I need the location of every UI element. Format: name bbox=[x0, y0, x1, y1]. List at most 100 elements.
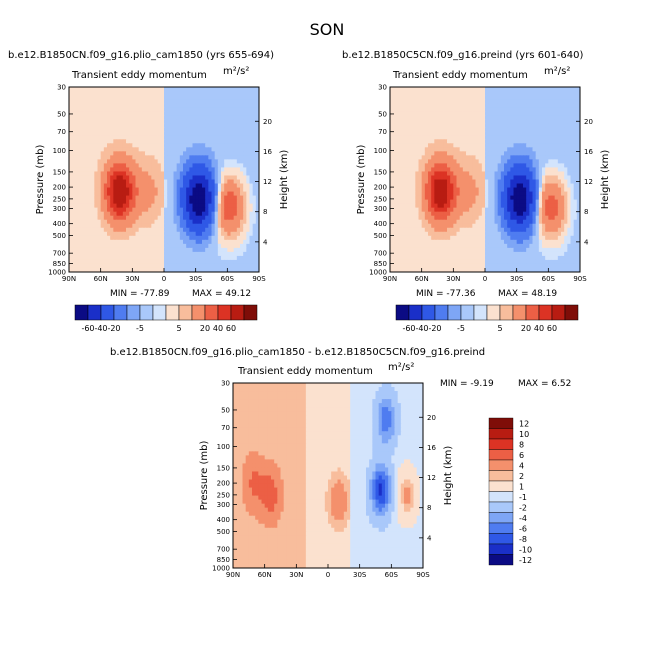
field-cell bbox=[523, 211, 527, 217]
field-cell bbox=[545, 135, 549, 140]
field-cell bbox=[434, 103, 439, 108]
field-cell bbox=[462, 167, 467, 173]
field-cell bbox=[542, 171, 546, 177]
field-cell bbox=[412, 191, 416, 197]
field-cell bbox=[110, 135, 114, 140]
field-cell bbox=[135, 227, 140, 233]
field-cell bbox=[542, 119, 546, 124]
field-cell bbox=[447, 155, 451, 160]
field-cell bbox=[526, 127, 530, 132]
field-cell bbox=[557, 171, 562, 177]
field-cell bbox=[202, 179, 206, 185]
field-cell bbox=[119, 111, 124, 116]
field-cell bbox=[443, 223, 448, 229]
field-cell bbox=[183, 123, 187, 128]
field-cell bbox=[456, 115, 461, 120]
field-cell bbox=[456, 227, 461, 233]
field-cell bbox=[415, 195, 420, 201]
field-cell bbox=[103, 91, 108, 96]
field-cell bbox=[249, 155, 254, 160]
field-cell bbox=[415, 223, 420, 229]
field-cell bbox=[462, 91, 467, 96]
field-cell bbox=[529, 119, 534, 124]
field-cell bbox=[243, 167, 247, 173]
field-cell bbox=[573, 207, 578, 213]
field-cell bbox=[415, 135, 420, 140]
field-cell bbox=[456, 175, 461, 181]
field-cell bbox=[456, 151, 461, 156]
field-cell bbox=[412, 103, 416, 108]
field-cell bbox=[516, 139, 521, 144]
field-cell bbox=[132, 195, 137, 201]
field-cell bbox=[236, 175, 241, 181]
field-cell bbox=[519, 115, 524, 120]
field-cell bbox=[485, 99, 489, 104]
field-cell bbox=[443, 91, 448, 96]
field-cell bbox=[243, 147, 247, 152]
field-cell bbox=[192, 259, 197, 265]
field-cell bbox=[523, 147, 527, 152]
field-cell bbox=[519, 95, 524, 100]
field-cell bbox=[138, 163, 143, 169]
field-cell bbox=[186, 183, 190, 189]
field-cell bbox=[173, 215, 178, 221]
field-cell bbox=[459, 103, 464, 108]
field-cell bbox=[107, 163, 111, 169]
field-cell bbox=[240, 199, 244, 205]
field-cell bbox=[478, 179, 483, 185]
field-cell bbox=[72, 255, 76, 261]
field-cell bbox=[475, 139, 480, 144]
field-cell bbox=[157, 171, 162, 177]
field-cell bbox=[88, 143, 92, 148]
field-cell bbox=[189, 187, 194, 193]
field-cell bbox=[240, 127, 244, 132]
field-cell bbox=[189, 115, 194, 120]
field-cell bbox=[255, 163, 259, 169]
field-cell bbox=[164, 187, 168, 193]
field-cell bbox=[475, 207, 480, 213]
field-cell bbox=[116, 235, 121, 241]
field-cell bbox=[418, 99, 423, 104]
field-cell bbox=[202, 195, 206, 201]
field-cell bbox=[469, 95, 473, 100]
field-cell bbox=[510, 219, 515, 225]
field-cell bbox=[456, 139, 461, 144]
field-cell bbox=[561, 227, 565, 233]
field-cell bbox=[459, 111, 464, 116]
field-cell bbox=[573, 135, 578, 140]
field-cell bbox=[249, 183, 254, 189]
field-cell bbox=[100, 207, 105, 213]
field-cell bbox=[494, 167, 499, 173]
field-cell bbox=[488, 159, 492, 165]
field-cell bbox=[415, 127, 420, 132]
field-cell bbox=[396, 199, 401, 205]
field-cell bbox=[576, 215, 580, 221]
field-cell bbox=[450, 115, 454, 120]
field-cell bbox=[573, 195, 578, 201]
field-cell bbox=[138, 231, 143, 237]
field-cell bbox=[443, 119, 448, 124]
field-cell bbox=[110, 227, 114, 233]
field-cell bbox=[122, 135, 127, 140]
field-cell bbox=[192, 159, 197, 165]
field-cell bbox=[145, 111, 149, 116]
field-cell bbox=[409, 107, 413, 112]
field-cell bbox=[567, 91, 572, 96]
field-cell bbox=[243, 255, 247, 261]
field-cell bbox=[236, 151, 241, 156]
field-cell bbox=[249, 163, 254, 169]
field-cell bbox=[122, 91, 127, 96]
field-cell bbox=[167, 199, 171, 205]
field-cell bbox=[145, 207, 149, 213]
field-cell bbox=[252, 167, 257, 173]
field-cell bbox=[103, 195, 108, 201]
field-cell bbox=[148, 151, 152, 156]
field-cell bbox=[469, 167, 473, 173]
field-cell bbox=[183, 107, 187, 112]
field-cell bbox=[526, 183, 530, 189]
field-cell bbox=[421, 191, 426, 197]
field-cell bbox=[481, 131, 486, 136]
field-cell bbox=[75, 199, 80, 205]
field-cell bbox=[491, 227, 496, 233]
field-cell bbox=[437, 139, 442, 144]
